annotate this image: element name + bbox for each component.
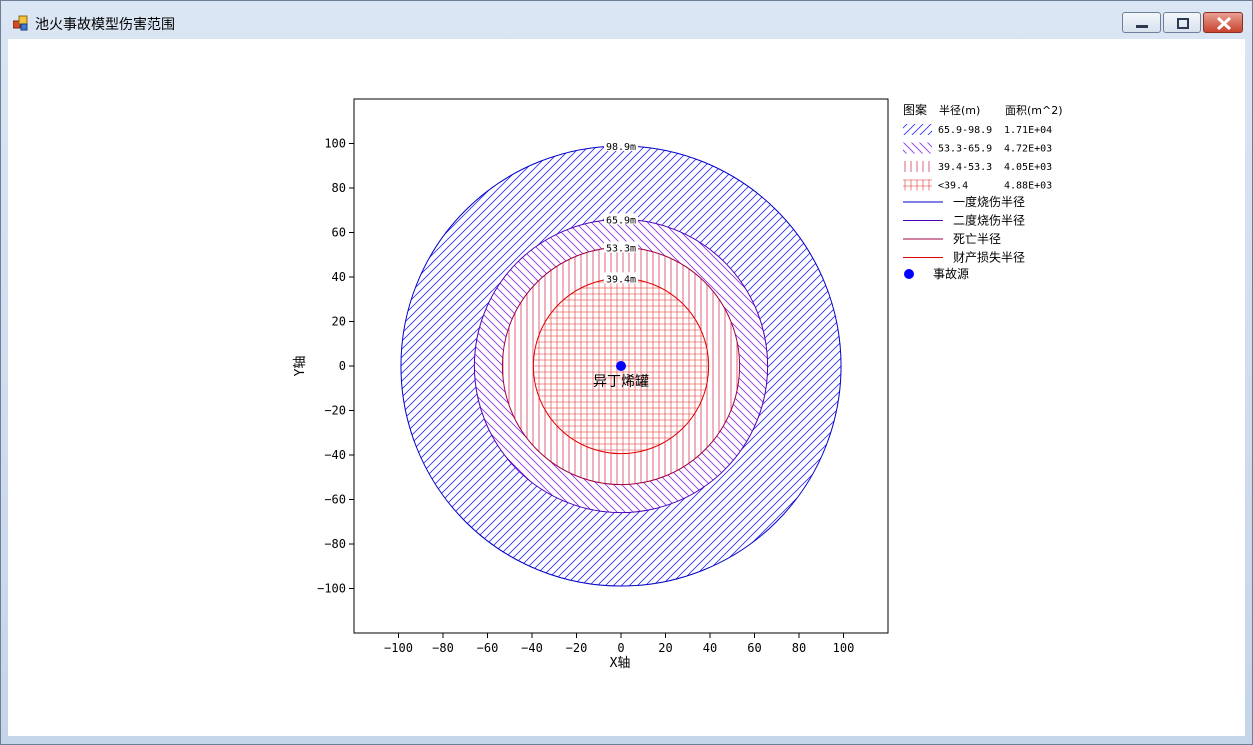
circle-label-0: 98.9m (606, 142, 636, 153)
legend-area-0: 1.71E+04 (1004, 125, 1052, 136)
y-tick-label-8: −60 (324, 493, 346, 507)
legend-header-area: 面积(m^2) (1005, 104, 1063, 117)
accident-source-point (616, 361, 626, 371)
x-axis-label: X轴 (610, 656, 631, 671)
maximize-icon (1177, 18, 1189, 29)
x-tick-label-6: 20 (658, 641, 672, 655)
circle-label-2: 53.3m (606, 243, 636, 254)
y-axis-label: Y轴 (293, 356, 308, 377)
circle-label-1: 65.9m (606, 215, 636, 226)
y-tick-label-4: 20 (332, 315, 346, 329)
legend-range-0: 65.9-98.9 (938, 125, 992, 136)
chart-figure: 98.9m 65.9m 53.3m 39.4m 异丁烯罐 −100 −80 −60 −40 −2… (293, 98, 1063, 671)
y-tick-label-6: −20 (324, 404, 346, 418)
x-tick-label-0: −100 (384, 641, 413, 655)
app-icon[interactable] (13, 15, 29, 31)
legend-line-label-2: 死亡半径 (953, 232, 1001, 246)
y-tick-label-5: 0 (339, 359, 346, 373)
legend-line-label-1: 二度烧伤半径 (953, 213, 1025, 228)
close-icon (1216, 16, 1232, 31)
x-tick-label-9: 80 (792, 641, 806, 655)
y-tick-label-7: −40 (324, 448, 346, 462)
y-tick-label-10: −100 (317, 582, 346, 596)
y-tick-label-9: −80 (324, 537, 346, 551)
circle-label-bg-1 (604, 213, 638, 225)
circle-label-bg-2 (604, 241, 638, 253)
x-tick-label-2: −60 (477, 641, 499, 655)
x-tick-label-8: 60 (747, 641, 761, 655)
legend-swatch-0 (903, 124, 932, 135)
legend-swatch-3 (903, 179, 932, 191)
legend-line-label-0: 一度烧伤半径 (953, 194, 1025, 209)
accident-source-label: 异丁烯罐 (593, 374, 649, 390)
legend-swatch-1 (903, 142, 932, 154)
window-title: 池火事故模型伤害范围 (35, 17, 175, 33)
x-tick-label-7: 40 (703, 641, 717, 655)
legend-source-label: 事故源 (933, 266, 969, 281)
legend-area-3: 4.88E+03 (1004, 181, 1052, 192)
y-tick-label-0: 100 (324, 137, 346, 151)
minimize-icon (1136, 25, 1148, 28)
x-tick-label-1: −80 (432, 641, 454, 655)
legend-area-1: 4.72E+03 (1004, 144, 1052, 155)
x-tick-label-10: 100 (833, 641, 855, 655)
y-tick-label-3: 40 (332, 270, 346, 284)
circle-label-3: 39.4m (606, 274, 636, 285)
chart-legend: 图案 半径(m) 面积(m^2) 65.9-98.9 1.71E+04 53.3-65.9… (903, 102, 1063, 281)
close-button[interactable] (1203, 12, 1243, 33)
legend-swatch-2 (903, 161, 932, 172)
legend-line-label-3: 财产损失半径 (953, 250, 1025, 265)
legend-range-2: 39.4-53.3 (938, 162, 992, 173)
y-tick-label-2: 60 (332, 226, 346, 240)
legend-range-3: <39.4 (938, 181, 968, 192)
x-tick-label-3: −40 (521, 641, 543, 655)
legend-header-radius: 半径(m) (939, 103, 980, 117)
client-area: 98.9m 65.9m 53.3m 39.4m 异丁烯罐 −100 −80 −60 −40 −2… (8, 39, 1245, 736)
legend-range-1: 53.3-65.9 (938, 144, 992, 155)
legend-area-2: 4.05E+03 (1004, 162, 1052, 173)
circle-label-bg-0 (604, 139, 638, 151)
y-tick-label-1: 80 (332, 181, 346, 195)
legend-header-pattern: 图案 (903, 102, 927, 117)
minimize-button[interactable] (1122, 12, 1161, 33)
maximize-button[interactable] (1163, 12, 1201, 33)
circle-label-bg-3 (604, 272, 638, 284)
legend-source-marker (904, 269, 914, 279)
x-tick-label-4: −20 (566, 641, 588, 655)
x-tick-label-5: 0 (617, 641, 624, 655)
title-bar[interactable]: 池火事故模型伤害范围 (1, 1, 1252, 39)
